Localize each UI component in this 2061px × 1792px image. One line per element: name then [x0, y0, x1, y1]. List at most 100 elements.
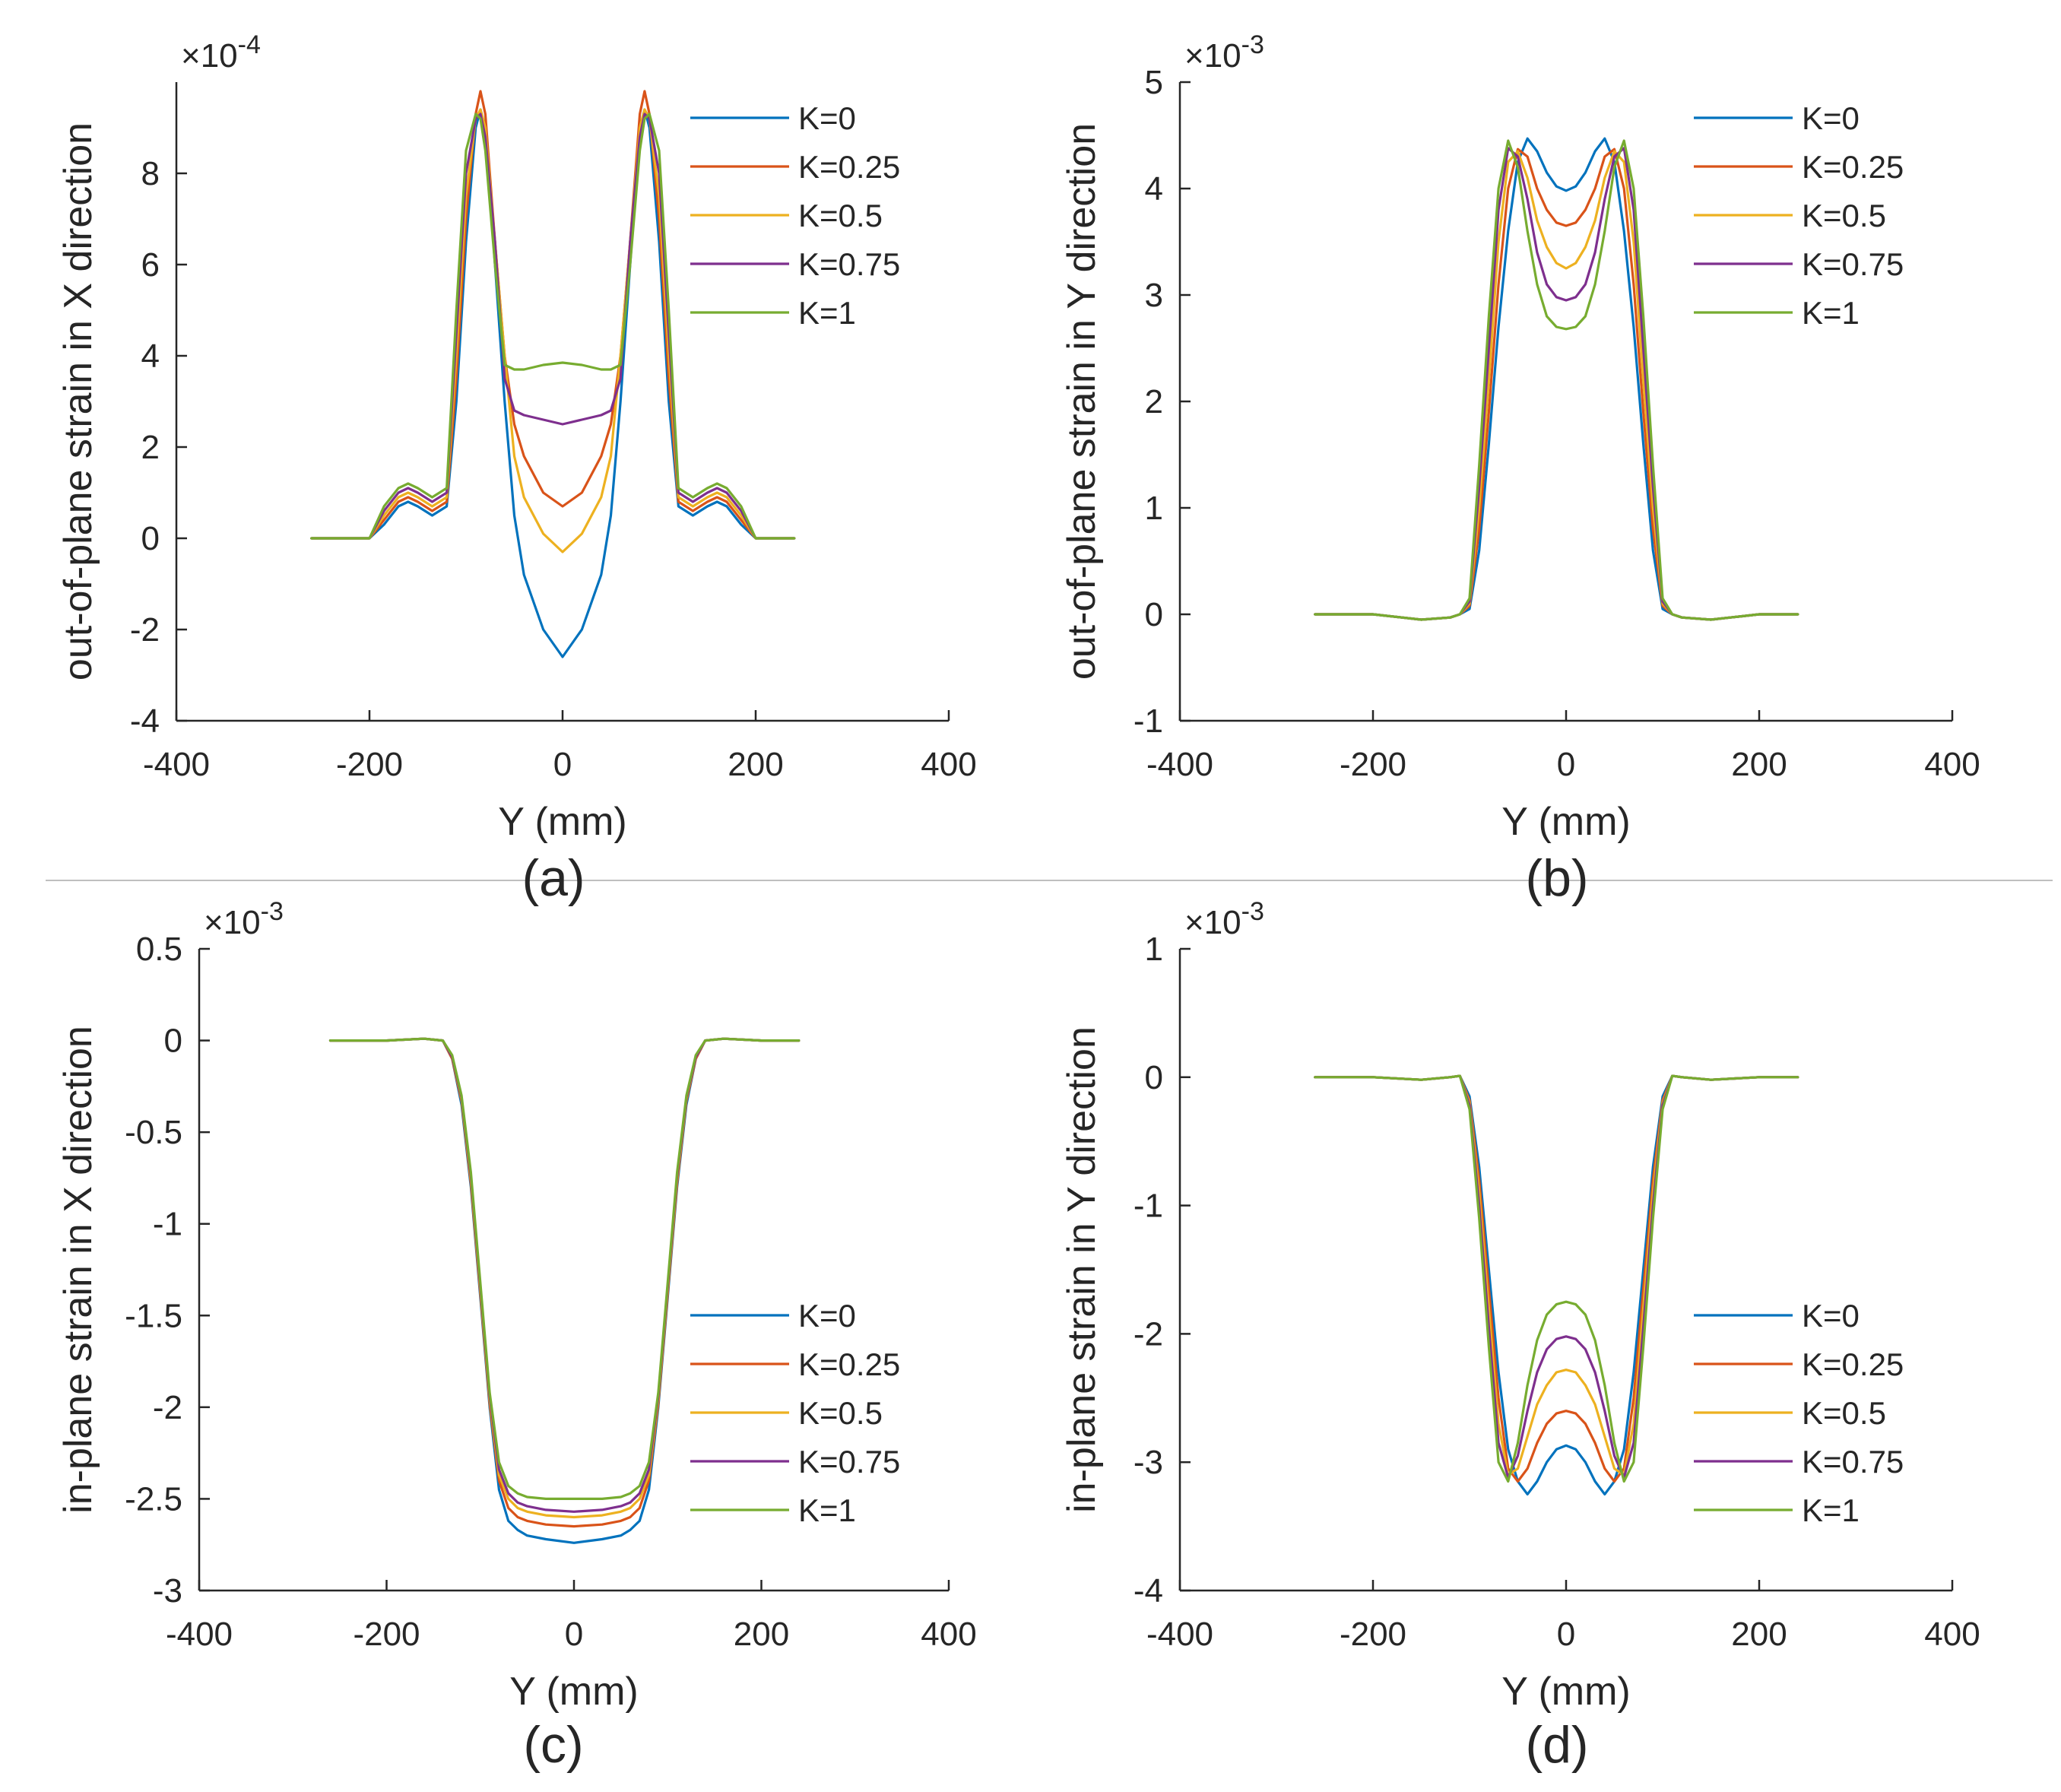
y-exponent: -3: [261, 897, 284, 926]
series-line-k-0: [1314, 137, 1799, 621]
y-axis-exponent: ×10-3: [204, 897, 284, 941]
y-tick-label: 6: [141, 246, 160, 284]
legend-entry: K=0.5: [1802, 1395, 1886, 1431]
series-line-k-0-25: [328, 1037, 801, 1528]
y-tick-label: 0: [141, 520, 160, 557]
y-exponent: -3: [1241, 30, 1264, 59]
y-tick-label: 1: [1145, 931, 1163, 968]
panel-label: (c): [523, 1716, 583, 1774]
x-axis-label: Y (mm): [1501, 800, 1630, 844]
legend-entry: K=0.25: [798, 149, 900, 185]
y-multiplier: ×10: [181, 37, 238, 75]
legend: K=0 K=0.25 K=0.5 K=0.75 K=1: [690, 100, 900, 331]
x-tick-label: -200: [1340, 746, 1406, 783]
x-tick-label: 200: [728, 746, 783, 783]
panel-label: (b): [1525, 849, 1588, 907]
series-line-k-0-25: [310, 90, 796, 540]
legend-entry: K=0.25: [798, 1346, 900, 1382]
legend-entry: K=0.75: [798, 1444, 900, 1480]
x-axis-label: Y (mm): [498, 800, 626, 844]
y-multiplier: ×10: [204, 904, 261, 941]
legend-entry: K=0: [798, 1298, 856, 1334]
legend-entry: K=1: [1802, 1492, 1860, 1528]
x-axis-label: Y (mm): [1501, 1670, 1630, 1714]
series-line-k-1: [310, 113, 796, 540]
legend-entry: K=0: [798, 100, 856, 136]
y-tick-label: -3: [153, 1572, 182, 1610]
series-line-k-0-75: [328, 1037, 801, 1513]
y-tick-label: -4: [1134, 1572, 1163, 1610]
legend: K=0 K=0.25 K=0.5 K=0.75 K=1: [1694, 100, 1904, 331]
y-tick-label: -2: [1134, 1315, 1163, 1353]
y-tick-label: -1: [153, 1206, 182, 1243]
x-tick-label: -400: [1146, 746, 1213, 783]
legend-entry: K=0.25: [1802, 149, 1904, 185]
y-tick-label: -2: [153, 1389, 182, 1426]
series-line-k-0-75: [1314, 147, 1799, 621]
y-axis-label: in-plane strain in X direction: [56, 1026, 100, 1514]
y-tick-label: 2: [141, 429, 160, 466]
series-line-k-0: [328, 1037, 801, 1544]
x-tick-label: 0: [553, 746, 572, 783]
series-line-k-1: [1314, 1074, 1799, 1483]
y-tick-label: 0: [1145, 1059, 1163, 1096]
y-tick-label: -1: [1134, 1188, 1163, 1225]
legend-entry: K=0.5: [1802, 198, 1886, 233]
x-tick-label: 0: [1557, 746, 1575, 783]
x-tick-label: -400: [166, 1616, 233, 1653]
series-line-k-0-5: [310, 108, 796, 553]
y-tick-label: 2: [1145, 383, 1163, 420]
legend-entry: K=0.75: [798, 246, 900, 282]
x-tick-label: 0: [565, 1616, 583, 1653]
y-tick-label: 5: [1145, 64, 1163, 101]
series-line-k-1: [1314, 139, 1799, 621]
y-axis-label: out-of-plane strain in X direction: [56, 122, 100, 680]
legend: K=0 K=0.25 K=0.5 K=0.75 K=1: [1694, 1298, 1904, 1528]
y-tick-label: 0: [164, 1023, 182, 1060]
y-tick-label: 0.5: [136, 931, 182, 968]
y-axis-exponent: ×10-3: [1184, 30, 1264, 75]
chart-panel-3: -400 -200 0 200 400 -3 -2.5 -2 -1.5 -1 -0.5 0 0.5 ×10…: [56, 897, 977, 1774]
legend-entry: K=1: [1802, 295, 1860, 331]
y-exponent: -4: [238, 30, 261, 59]
x-tick-label: -400: [143, 746, 210, 783]
x-tick-label: 400: [1924, 1616, 1980, 1653]
y-tick-label: -2: [130, 611, 160, 649]
x-tick-label: 200: [1731, 746, 1787, 783]
y-multiplier: ×10: [1184, 904, 1241, 941]
legend-entry: K=1: [798, 295, 856, 331]
x-tick-label: -200: [1340, 1616, 1406, 1653]
x-tick-label: -200: [336, 746, 403, 783]
chart-panel-1: -400 -200 0 200 400 -4 -2 0 2 4 6 8 ×10-4 Y (mm) out-o…: [56, 30, 977, 907]
x-tick-label: 0: [1557, 1616, 1575, 1653]
y-axis-label: in-plane strain in Y direction: [1060, 1026, 1104, 1513]
y-tick-label: 1: [1145, 490, 1163, 527]
x-tick-label: -200: [353, 1616, 420, 1653]
y-axis-label: out-of-plane strain in Y direction: [1060, 123, 1104, 680]
legend-entry: K=1: [798, 1492, 856, 1528]
legend-entry: K=0.25: [1802, 1346, 1904, 1382]
legend-entry: K=0.75: [1802, 246, 1904, 282]
x-tick-label: 400: [921, 746, 976, 783]
y-tick-label: -0.5: [125, 1114, 182, 1151]
series-line-k-0: [310, 108, 796, 658]
y-exponent: -3: [1241, 897, 1264, 926]
y-tick-label: -1: [1134, 703, 1163, 740]
legend-entry: K=0.5: [798, 198, 883, 233]
x-axis-label: Y (mm): [509, 1670, 638, 1714]
x-tick-label: 400: [921, 1616, 976, 1653]
y-axis-exponent: ×10-4: [181, 30, 261, 75]
x-tick-label: 200: [1731, 1616, 1787, 1653]
legend-entry: K=0.5: [798, 1395, 883, 1431]
y-tick-label: 8: [141, 155, 160, 192]
y-tick-label: 3: [1145, 277, 1163, 314]
legend: K=0 K=0.25 K=0.5 K=0.75 K=1: [690, 1298, 900, 1528]
x-tick-label: 400: [1924, 746, 1980, 783]
series-line-k-0-5: [328, 1037, 801, 1519]
series-line-k-0-25: [1314, 1074, 1799, 1483]
y-tick-label: 4: [141, 338, 160, 375]
x-tick-label: 200: [734, 1616, 789, 1653]
series-line-k-1: [328, 1037, 801, 1501]
x-tick-label: -400: [1146, 1616, 1213, 1653]
y-axis-exponent: ×10-3: [1184, 897, 1264, 941]
